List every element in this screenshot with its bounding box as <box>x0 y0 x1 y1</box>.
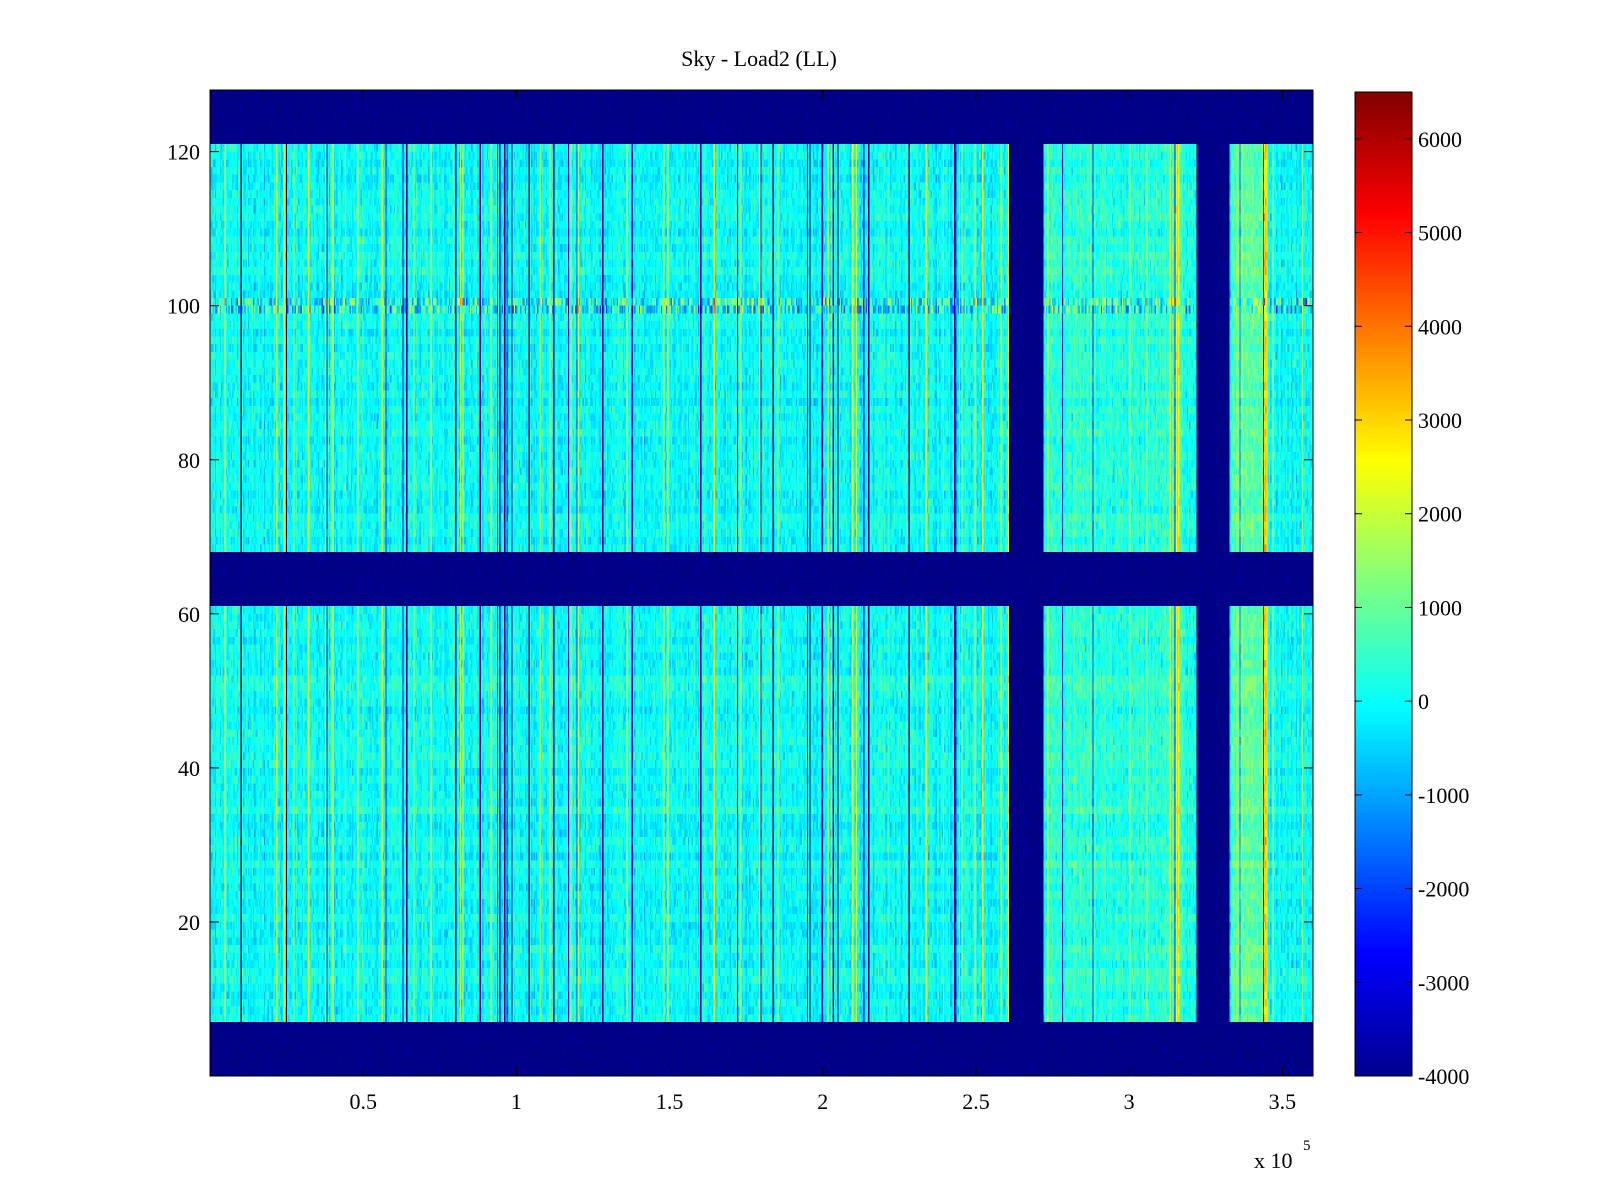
colorbar-tick-label: -1000 <box>1418 783 1469 808</box>
x-tick-label: 3 <box>1124 1089 1135 1114</box>
x-exponent: 5 <box>1303 1138 1311 1154</box>
plot-frame <box>209 89 1314 1077</box>
colorbar-tick-label: -2000 <box>1418 877 1469 902</box>
x-tick-label: 2.5 <box>962 1089 990 1114</box>
x-tick-label: 1 <box>511 1089 522 1114</box>
colorbar-tick-label: 1000 <box>1418 595 1462 620</box>
chart-title: Sky - Load2 (LL) <box>681 46 837 71</box>
colorbar-ticks: 6000 5000 4000 3000 2000 1000 0 -1000 -2000 -3000… <box>1355 127 1469 1089</box>
y-tick-label: 40 <box>178 756 200 781</box>
x-axis: 0.5 1 1.5 2 2.5 3 3.5 <box>349 90 1296 1114</box>
colorbar-tick-label: 6000 <box>1418 127 1462 152</box>
colorbar-tick-label: 2000 <box>1418 502 1462 527</box>
x-tick-label: 1.5 <box>656 1089 684 1114</box>
colorbar-gradient <box>1354 91 1413 1077</box>
colorbar-tick-label: 0 <box>1418 689 1429 714</box>
y-tick-label: 120 <box>167 140 200 165</box>
x-tick-label: 2 <box>817 1089 828 1114</box>
plot-area <box>209 89 1314 1077</box>
colorbar-tick-label: 4000 <box>1418 314 1462 339</box>
colorbar-tick-label: -3000 <box>1418 970 1469 995</box>
y-axis: 20 40 60 80 100 120 <box>167 140 1313 935</box>
y-tick-label: 20 <box>178 910 200 935</box>
colorbar-tick-label: 5000 <box>1418 221 1462 246</box>
colorbar: 6000 5000 4000 3000 2000 1000 0 -1000 -2000 -3000… <box>1354 91 1469 1089</box>
x-exponent-label: x 10 <box>1254 1148 1293 1173</box>
y-tick-label: 60 <box>178 602 200 627</box>
y-tick-label: 80 <box>178 448 200 473</box>
colorbar-tick-label: -4000 <box>1418 1064 1469 1089</box>
y-tick-label: 100 <box>167 294 200 319</box>
x-tick-label: 3.5 <box>1269 1089 1297 1114</box>
colorbar-tick-label: 3000 <box>1418 408 1462 433</box>
heatmap-image <box>210 90 1313 1076</box>
x-tick-label: 0.5 <box>349 1089 377 1114</box>
